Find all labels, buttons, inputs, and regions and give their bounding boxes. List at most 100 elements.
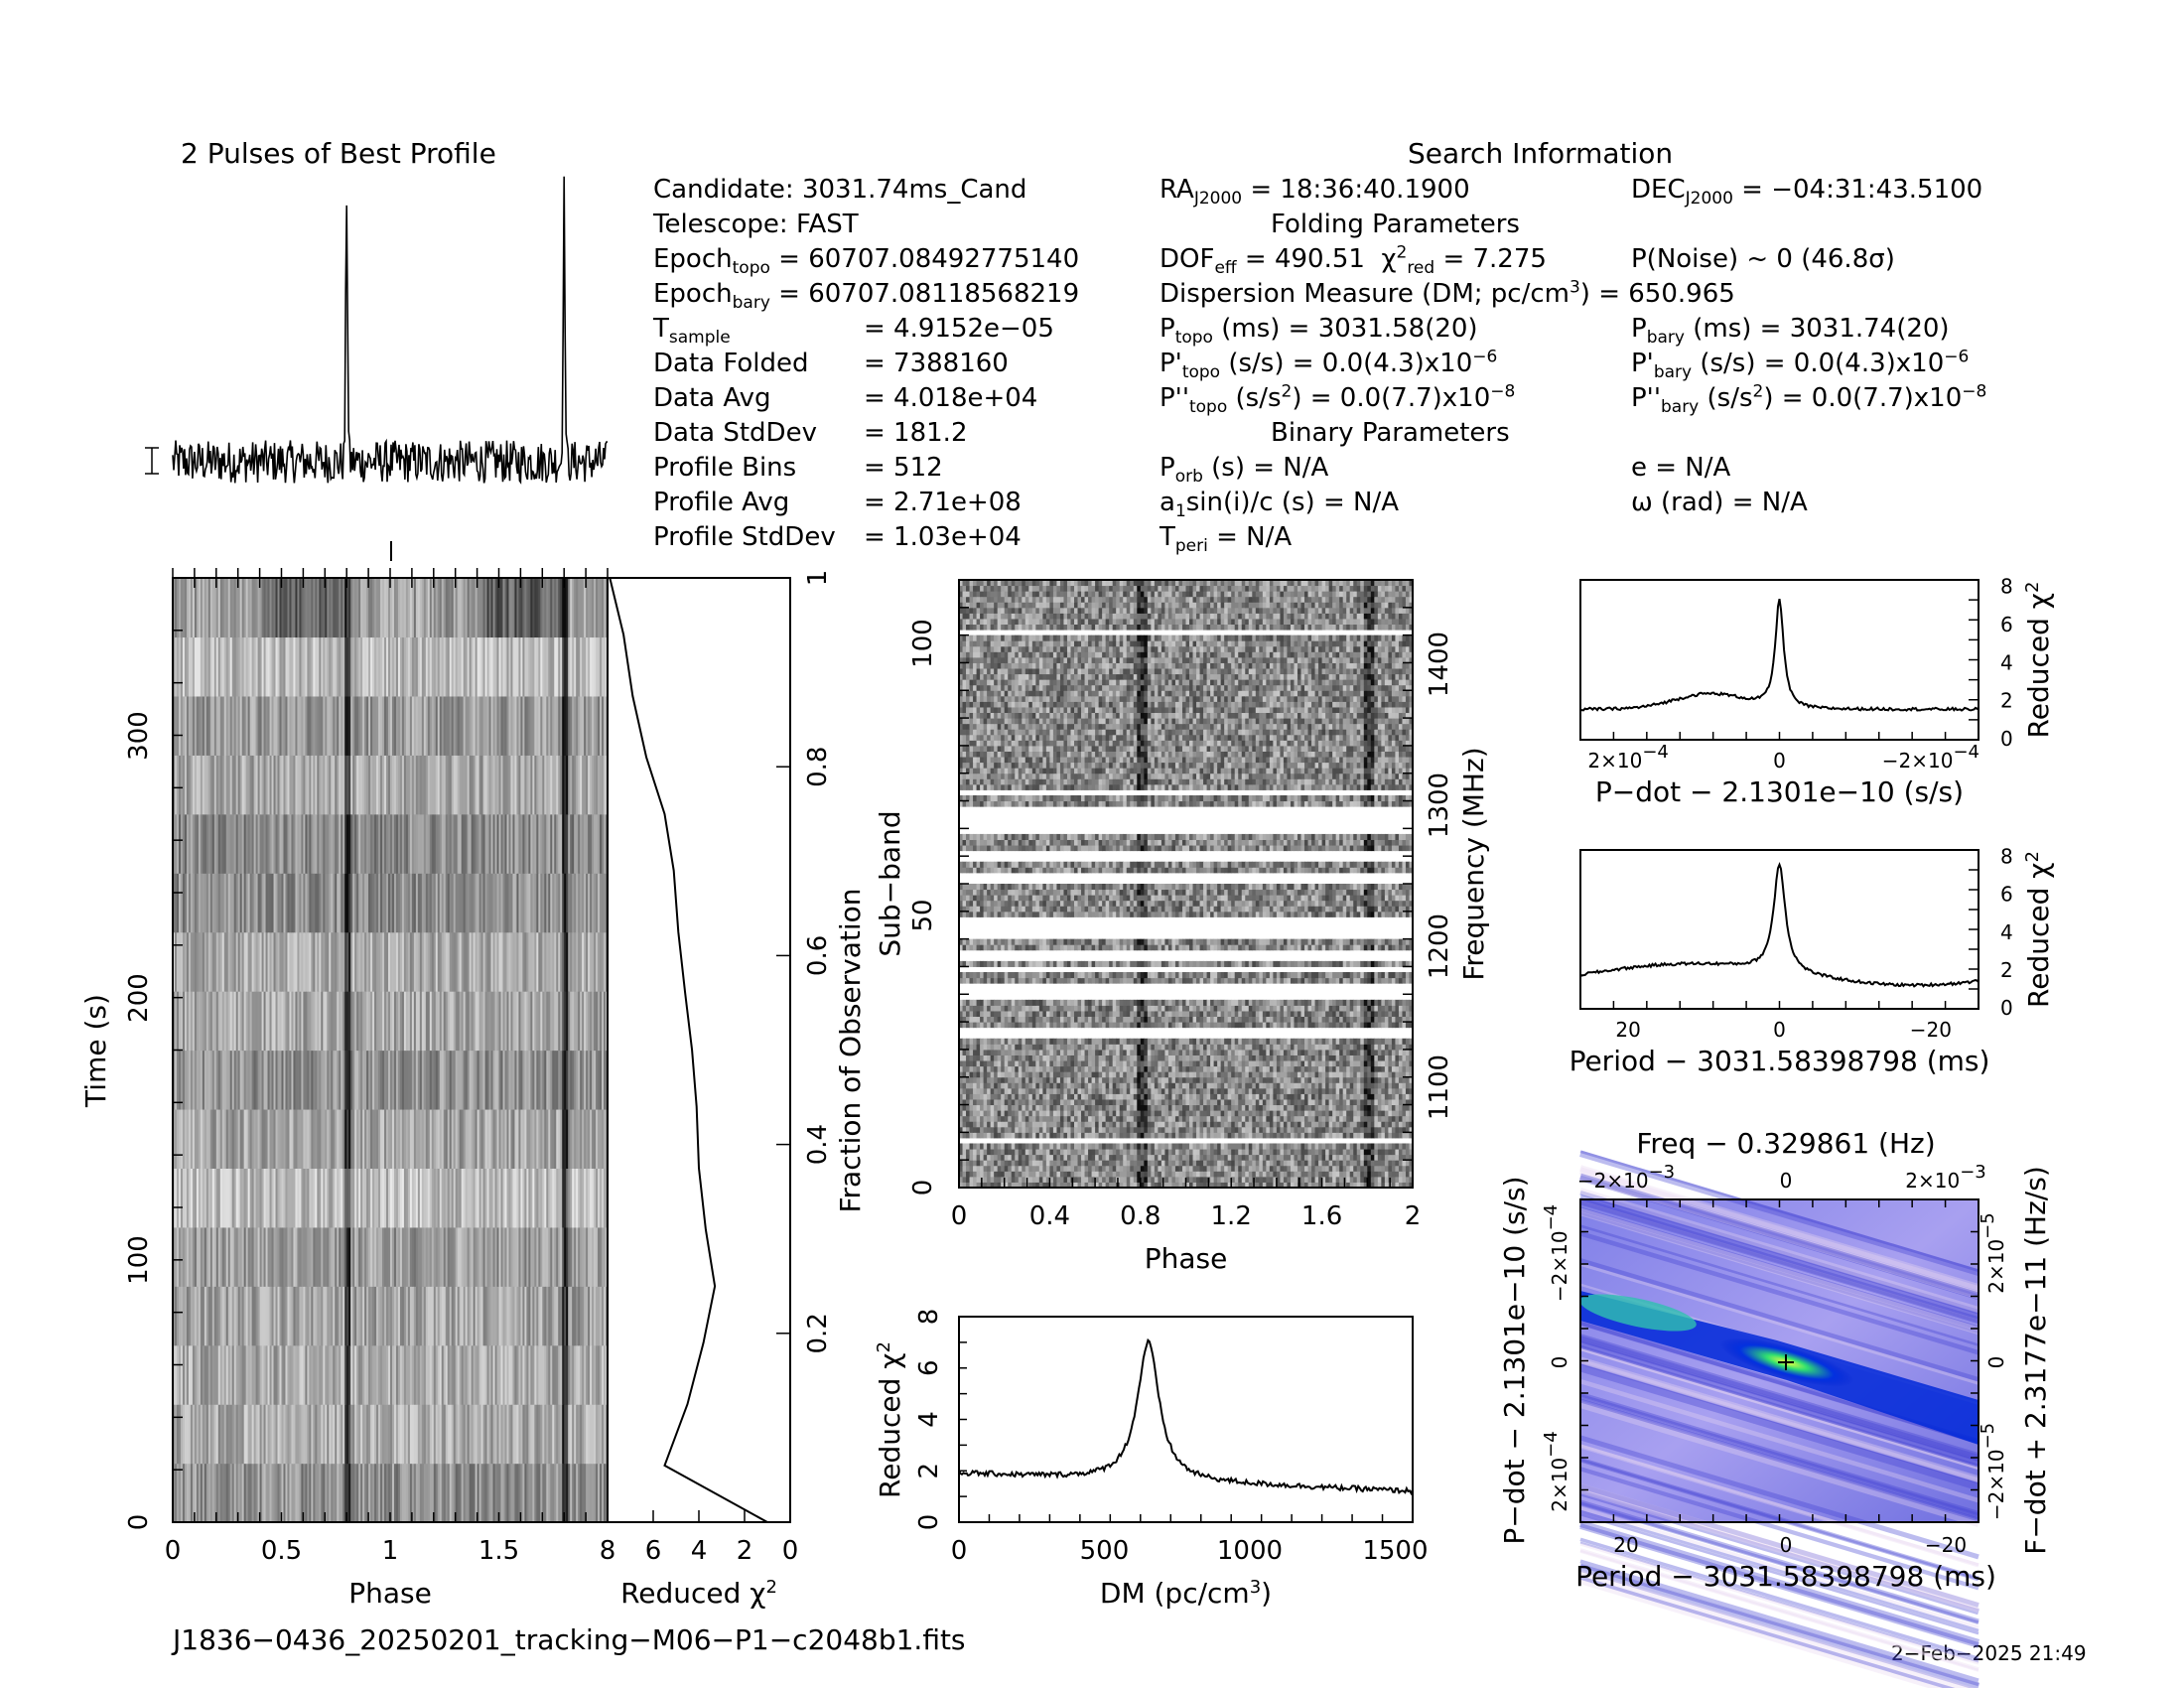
time-phase-cell (556, 1050, 559, 1110)
subband-cell (969, 1149, 974, 1156)
time-phase-cell (243, 873, 247, 933)
subband-cell (1297, 1126, 1302, 1133)
time-phase-cell (382, 1050, 385, 1110)
time-phase-cell (441, 1344, 445, 1405)
subband-cell (1252, 1171, 1257, 1178)
subband-cell (1158, 1182, 1162, 1189)
time-phase-cell (384, 578, 387, 638)
time-phase-cell (283, 813, 287, 874)
subband-cell (1038, 1143, 1043, 1150)
subband-cell (1140, 1182, 1145, 1189)
subband-cell (1370, 1182, 1375, 1189)
subband-cell (1031, 1132, 1036, 1139)
time-phase-cell (184, 931, 188, 992)
time-phase-cell (490, 1404, 494, 1465)
time-phase-cell (401, 578, 405, 638)
time-phase-cell (572, 1463, 575, 1523)
time-phase-cell (291, 695, 295, 756)
time-phase-cell (176, 1108, 180, 1169)
time-phase-cell (550, 636, 553, 697)
subband-cell (1008, 1154, 1013, 1161)
time-phase-cell (586, 1168, 589, 1228)
time-phase-cell (176, 755, 180, 815)
time-phase-cell (227, 755, 231, 815)
subband-cell (1070, 1126, 1075, 1133)
subband-cell (1119, 1132, 1124, 1139)
time-phase-cell (604, 1344, 607, 1405)
subband-cell (1081, 1182, 1086, 1189)
time-phase-cell (239, 1344, 243, 1405)
time-phase-cell (564, 1226, 567, 1287)
time-phase-cell (182, 578, 186, 638)
time-phase-cell (449, 695, 453, 756)
subband-cell (1203, 1176, 1208, 1183)
time-phase-cell (552, 1286, 555, 1346)
subband-cell (1273, 1176, 1278, 1183)
time-phase-cell (255, 636, 259, 697)
time-phase-cell (425, 873, 429, 933)
subband-cell (1056, 1154, 1061, 1161)
time-phase-cell (271, 873, 275, 933)
time-phase-cell (475, 755, 478, 815)
time-phase-cell (556, 578, 559, 638)
subband-cell (1241, 1149, 1246, 1156)
subband-cell (1164, 1154, 1169, 1161)
time-phase-cell (285, 1168, 289, 1228)
time-phase-cell (370, 1050, 373, 1110)
time-phase-cell (445, 1404, 449, 1465)
time-phase-cell (530, 1108, 533, 1169)
subband-cell (1346, 1171, 1351, 1178)
time-phase-cell (427, 1050, 431, 1110)
subband-cell (1332, 1149, 1337, 1156)
time-phase-cell (277, 1286, 281, 1346)
epoch-bary-text: Epochbary = 60707.08118568219 (653, 279, 1080, 314)
time-phase-cell (388, 1404, 391, 1465)
time-phase-cell (538, 1168, 541, 1228)
time-phase-cell (524, 813, 527, 874)
subband-cell (987, 1160, 992, 1167)
time-phase-cell (588, 1226, 591, 1287)
time-phase-cell (540, 578, 543, 638)
time-phase-cell (211, 873, 215, 933)
time-phase-cell (225, 1108, 229, 1169)
time-phase-cell (229, 813, 233, 874)
time-phase-cell (566, 1168, 569, 1228)
time-phase-cell (399, 991, 403, 1052)
subband-cell (1227, 1160, 1232, 1167)
time-phase-cell (368, 813, 371, 874)
subband-cell (1105, 1176, 1110, 1183)
subband-cell (1234, 1154, 1239, 1161)
subband-cell (1098, 1132, 1103, 1139)
time-phase-cell (223, 695, 227, 756)
time-phase-cell (215, 1226, 219, 1287)
time-phase-cell (192, 991, 196, 1052)
subband-cell (1174, 1143, 1179, 1150)
time-phase-cell (405, 1344, 409, 1405)
subband-cell (962, 1143, 967, 1150)
time-phase-cell (401, 873, 405, 933)
subband-cell (1056, 1132, 1061, 1139)
time-phase-cell (263, 1286, 267, 1346)
time-phase-cell (380, 755, 383, 815)
time-phase-cell (502, 1344, 506, 1405)
time-phase-cell (568, 755, 571, 815)
time-phase-cell (245, 1108, 249, 1169)
subband-cell (1335, 1154, 1340, 1161)
subband-cell (1283, 1182, 1288, 1189)
subband-cell (1066, 1149, 1071, 1156)
time-phase-cell (366, 1286, 369, 1346)
subband-cell (1391, 1160, 1396, 1167)
time-phase-cell (409, 931, 413, 992)
time-phase-cell (467, 1108, 471, 1169)
data-avg-label: Data Avg (653, 383, 771, 413)
subband-cell (1238, 1126, 1243, 1133)
time-phase-cell (560, 1050, 563, 1110)
time-phase-cell (419, 755, 423, 815)
time-phase-cell (196, 1286, 200, 1346)
time-phase-cell (269, 813, 273, 874)
time-phase-cell (544, 1226, 547, 1287)
subband-cell (1405, 1171, 1410, 1178)
time-phase-cell (390, 1168, 393, 1228)
time-phase-cell (413, 1344, 417, 1405)
subband-cell (1137, 1149, 1142, 1156)
